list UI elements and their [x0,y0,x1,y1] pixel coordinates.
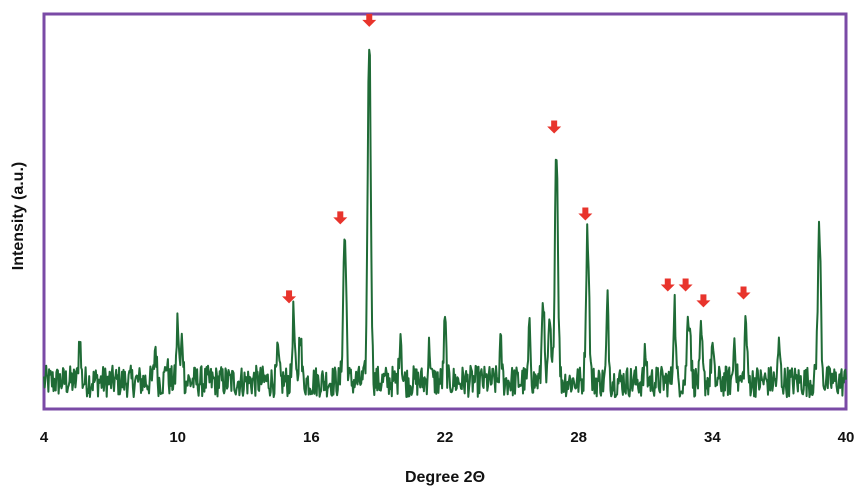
x-tick-label: 16 [303,429,320,446]
peak-arrow-icon [660,278,675,292]
peak-arrow-icon [578,207,593,221]
peak-arrow-icon [333,211,348,225]
peak-arrow-icon [678,278,693,292]
peak-arrow-icon [362,13,377,27]
x-tick-label: 28 [570,429,587,446]
series-layer [43,48,847,399]
y-axis-title: Intensity (a.u.) [10,162,27,270]
x-axis-title: Degree 2Θ [405,469,485,486]
peak-arrow-icon [547,120,562,134]
x-tick-label: 22 [437,429,454,446]
peak-arrow-icon [696,294,711,308]
x-tick-label: 4 [40,429,49,446]
xrd-series-line [43,48,847,399]
x-tick-label: 10 [169,429,186,446]
peak-arrow-icon [282,290,297,304]
peak-arrows [282,13,751,308]
x-tick-label: 34 [704,429,721,446]
plot-frame [42,12,848,411]
x-tick-labels: 4 10 16 22 28 34 40 [40,429,855,446]
x-tick-label: 40 [838,429,855,446]
peak-arrow-icon [736,286,751,300]
